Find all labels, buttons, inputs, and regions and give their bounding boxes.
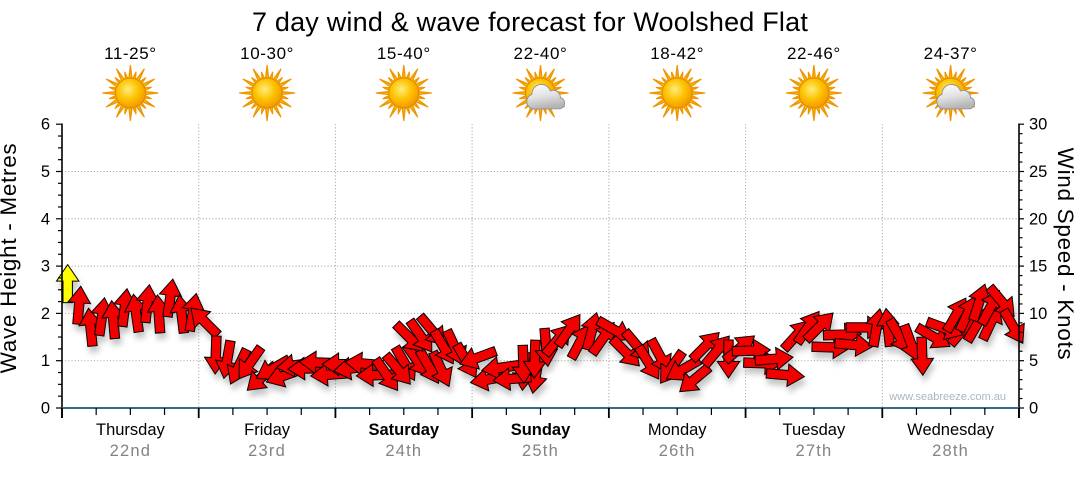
svg-text:5: 5 <box>1029 352 1038 370</box>
svg-text:11-25°: 11-25° <box>104 44 157 63</box>
svg-text:23rd: 23rd <box>248 442 286 460</box>
svg-text:0: 0 <box>1029 400 1038 418</box>
svg-text:7 day wind & wave forecast for: 7 day wind & wave forecast for Woolshed … <box>252 7 808 37</box>
svg-text:24th: 24th <box>385 442 422 460</box>
svg-text:22-40°: 22-40° <box>514 44 568 63</box>
svg-text:Wind Speed - Knots: Wind Speed - Knots <box>1053 148 1078 361</box>
svg-text:1: 1 <box>41 352 50 370</box>
svg-text:6: 6 <box>41 116 50 134</box>
svg-text:25: 25 <box>1029 163 1047 181</box>
svg-text:5: 5 <box>41 163 50 181</box>
svg-text:25th: 25th <box>522 442 559 460</box>
svg-text:Tuesday: Tuesday <box>783 421 846 439</box>
svg-text:26th: 26th <box>659 442 696 460</box>
svg-text:28th: 28th <box>932 442 969 460</box>
svg-text:10: 10 <box>1029 305 1047 323</box>
svg-text:4: 4 <box>41 210 50 228</box>
svg-text:15-40°: 15-40° <box>377 44 431 63</box>
svg-text:Thursday: Thursday <box>96 421 166 439</box>
svg-text:30: 30 <box>1029 116 1047 134</box>
svg-text:Wednesday: Wednesday <box>907 421 995 439</box>
svg-text:Wave Height - Metres: Wave Height - Metres <box>0 143 21 374</box>
svg-text:Monday: Monday <box>648 421 707 439</box>
svg-text:0: 0 <box>41 400 50 418</box>
svg-text:2: 2 <box>41 305 50 323</box>
svg-text:3: 3 <box>41 258 50 276</box>
svg-text:20: 20 <box>1029 210 1047 228</box>
svg-text:22-46°: 22-46° <box>787 44 841 63</box>
svg-text:www.seabreeze.com.au: www.seabreeze.com.au <box>888 391 1006 403</box>
svg-text:24-37°: 24-37° <box>924 44 978 63</box>
svg-text:18-42°: 18-42° <box>650 44 704 63</box>
svg-text:Saturday: Saturday <box>368 421 439 439</box>
svg-text:10-30°: 10-30° <box>240 44 294 63</box>
svg-text:22nd: 22nd <box>110 442 152 460</box>
svg-text:Friday: Friday <box>244 421 291 439</box>
svg-text:Sunday: Sunday <box>511 421 571 439</box>
svg-text:15: 15 <box>1029 258 1047 276</box>
svg-text:27th: 27th <box>795 442 832 460</box>
